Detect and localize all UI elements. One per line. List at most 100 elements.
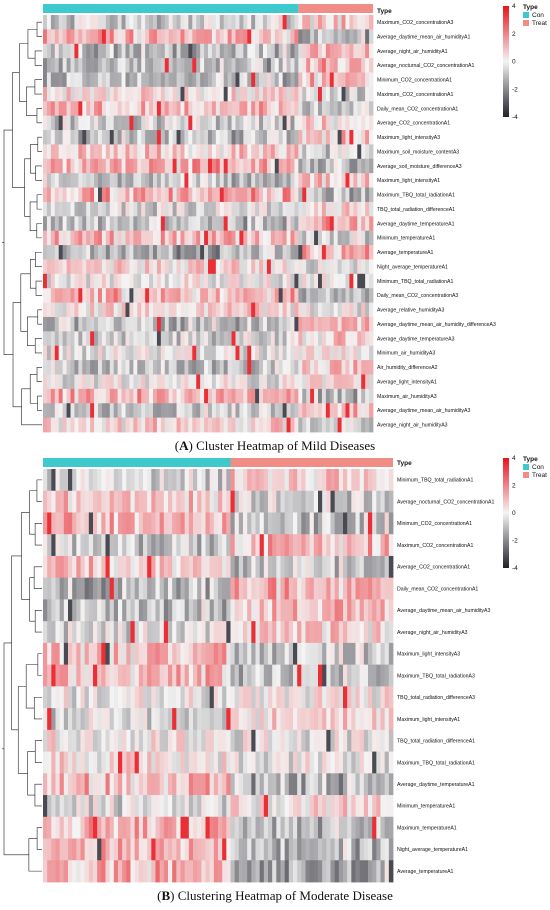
heatmap-cell: [147, 599, 152, 622]
heatmap-cell: [297, 512, 302, 535]
heatmap-cell: [54, 374, 60, 390]
heatmap-cell: [54, 216, 60, 232]
heatmap-cell: [338, 534, 344, 557]
heatmap-cell: [155, 816, 161, 839]
heatmap-cell: [133, 302, 138, 318]
heatmap-cell: [235, 201, 240, 217]
heatmap-cell: [105, 115, 111, 131]
heatmap-cell: [219, 43, 225, 59]
heatmap-cell: [176, 345, 181, 361]
heatmap-cell: [97, 555, 102, 579]
heatmap-cell: [200, 15, 205, 30]
heatmap-cell: [318, 43, 323, 59]
heatmap-cell: [137, 374, 142, 390]
heatmap-cell: [86, 130, 91, 145]
heatmap-cell: [341, 72, 346, 88]
heatmap-cell: [105, 374, 111, 390]
heatmap-cell: [126, 512, 131, 535]
heatmap-cell: [172, 345, 177, 361]
heatmap-cell: [153, 173, 158, 188]
row-label: Average_relative_humidityA3: [377, 308, 444, 314]
heatmap-cell: [337, 130, 342, 145]
heatmap-cell: [270, 288, 276, 303]
heatmap-cell: [288, 642, 294, 666]
heatmap-cell: [294, 273, 299, 289]
heatmap-cell: [263, 751, 269, 774]
heatmap-cell: [121, 288, 126, 303]
heatmap-cell: [365, 158, 370, 174]
heatmap-cell: [200, 101, 205, 117]
heatmap-cell: [322, 729, 327, 752]
heatmap-cell: [97, 751, 102, 774]
heatmap-cell: [280, 795, 286, 818]
heatmap-cell: [278, 388, 284, 404]
heatmap-cell: [282, 43, 287, 59]
heatmap-cell: [155, 686, 161, 709]
heatmap-cell: [338, 642, 344, 666]
heatmap-cell: [329, 15, 335, 30]
heatmap-cell: [369, 288, 374, 303]
heatmap-cell: [333, 230, 339, 246]
heatmap-cell: [259, 187, 264, 203]
heatmap-cell: [231, 331, 236, 347]
heatmap-cell: [369, 72, 374, 88]
heatmap-cell: [201, 729, 206, 752]
heatmap-cell: [153, 417, 158, 433]
heatmap-cell: [301, 795, 306, 818]
heatmap-cell: [231, 245, 236, 260]
heatmap-cell: [321, 101, 327, 117]
heatmap-cell: [369, 43, 374, 59]
heatmap-cell: [122, 686, 127, 709]
heatmap-cell: [345, 288, 350, 303]
heatmap-cell: [180, 29, 185, 45]
heatmap-cell: [188, 115, 193, 131]
heatmap-cell: [215, 15, 221, 30]
heatmap-cell: [168, 201, 174, 217]
heatmap-cell: [156, 259, 162, 275]
annotation-label: Type: [377, 8, 392, 15]
heatmap-cell: [86, 72, 91, 88]
heatmap-cell: [223, 201, 229, 217]
heatmap-cell: [263, 860, 269, 883]
heatmap-cell: [341, 15, 346, 30]
heatmap-cell: [259, 230, 264, 246]
heatmap-cell: [278, 360, 284, 375]
heatmap-cell: [290, 58, 295, 73]
heatmap-cell: [219, 115, 225, 131]
heatmap-cell: [204, 388, 209, 404]
heatmap-cell: [164, 331, 170, 347]
heatmap-cell: [172, 708, 177, 731]
heatmap-cell: [231, 388, 236, 404]
heatmap-cell: [149, 29, 154, 45]
heatmap-cell: [259, 43, 264, 59]
heatmap-cell: [322, 490, 327, 513]
heatmap-cell: [219, 388, 225, 404]
heatmap-cell: [274, 374, 280, 390]
heatmap-cell: [318, 86, 323, 102]
heatmap-cell: [259, 512, 265, 535]
heatmap-cell: [294, 302, 299, 318]
heatmap-cell: [180, 360, 185, 375]
heatmap-cell: [50, 101, 56, 117]
heatmap-cell: [239, 43, 244, 59]
heatmap-cell: [109, 29, 115, 45]
heatmap-cell: [141, 360, 146, 375]
heatmap-cell: [239, 216, 244, 232]
heatmap-cell: [137, 288, 142, 303]
heatmap-cell: [337, 302, 342, 318]
heatmap-cell: [318, 773, 323, 796]
heatmap-cell: [105, 555, 111, 579]
heatmap-cell: [365, 101, 370, 117]
heatmap-cell: [168, 417, 174, 433]
heatmap-cell: [88, 664, 94, 687]
heatmap-cell: [125, 288, 130, 303]
heatmap-cell: [145, 388, 150, 404]
heatmap-cell: [184, 686, 190, 709]
heatmap-cell: [211, 417, 217, 433]
heatmap-cell: [359, 838, 365, 861]
heatmap-cell: [251, 838, 256, 861]
heatmap-cell: [90, 273, 95, 289]
heatmap-cell: [188, 469, 194, 492]
heatmap-cell: [259, 374, 264, 390]
heatmap-cell: [121, 259, 126, 275]
